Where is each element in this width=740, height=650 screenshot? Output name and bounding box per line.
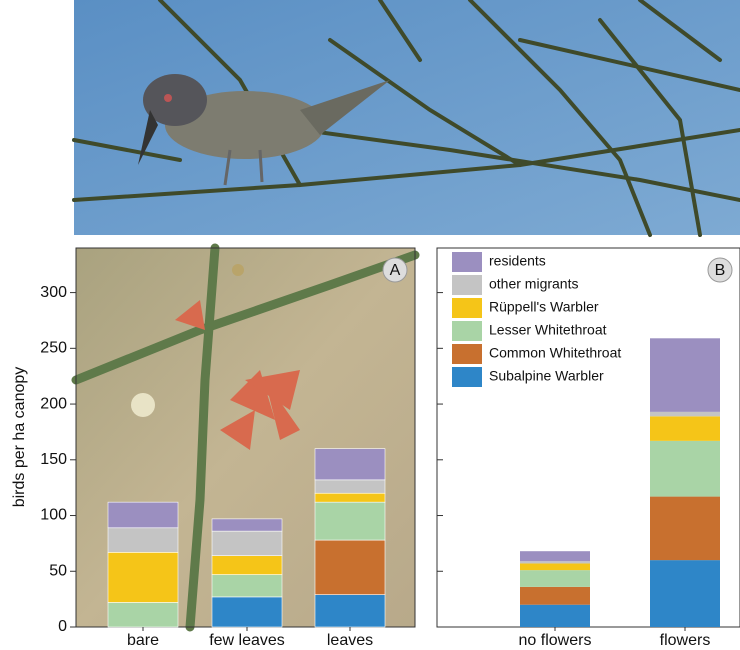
legend-label: Common Whitethroat [489,345,621,361]
panel-label: B [715,262,726,279]
panel-label: A [390,262,401,279]
y-tick-label: 200 [40,395,67,412]
bar-segment [314,539,386,595]
bar-segment [314,492,386,503]
legend-swatch [452,275,482,295]
bar-segment [211,530,283,556]
legend-label: Lesser Whitethroat [489,322,607,338]
bar-segment [650,440,720,497]
bar-segment [520,570,590,587]
x-tick-label: leaves [327,632,373,649]
legend-label: Subalpine Warbler [489,368,604,384]
bar-segment [211,555,283,575]
bar-segment [107,552,179,603]
bar-segment [314,594,386,628]
bar-segment [520,586,590,605]
y-tick-label: 250 [40,340,67,357]
bar-segment [107,527,179,553]
x-tick-label: no flowers [519,632,592,649]
legend-swatch [452,344,482,364]
panel-label-bg [707,257,733,283]
bar-segment [650,560,720,627]
top-photo [72,0,740,237]
bar-segment [211,596,283,628]
bar-segment [211,518,283,532]
bar-segment [107,501,179,529]
y-tick-label: 300 [40,284,67,301]
x-tick-label: bare [127,632,159,649]
bar-segment [211,574,283,598]
bar-segment [650,416,720,441]
legend-swatch [452,367,482,387]
y-axis-label: birds per ha canopy [11,367,28,508]
legend-swatch [452,298,482,318]
legend-label: residents [489,253,546,269]
bar-segment [650,411,720,417]
bar-segment [520,551,590,562]
x-tick-label: few leaves [209,632,285,649]
bar-segment [314,448,386,481]
y-tick-label: 50 [49,562,67,579]
legend-label: Rüppell's Warbler [489,299,599,315]
x-tick-label: flowers [660,632,711,649]
legend-swatch [452,252,482,272]
bar-segment [520,561,590,564]
bar-segment [314,501,386,541]
y-tick-label: 0 [58,618,67,635]
bar-segment [650,338,720,412]
bar-segment [650,496,720,561]
bar-segment [520,563,590,571]
y-tick-label: 150 [40,451,67,468]
legend-swatch [452,321,482,341]
legend-label: other migrants [489,276,578,292]
bar-segment [314,479,386,494]
y-tick-label: 100 [40,507,67,524]
panel-label-bg [382,257,408,283]
bar-segment [107,602,179,628]
bar-segment [520,604,590,627]
